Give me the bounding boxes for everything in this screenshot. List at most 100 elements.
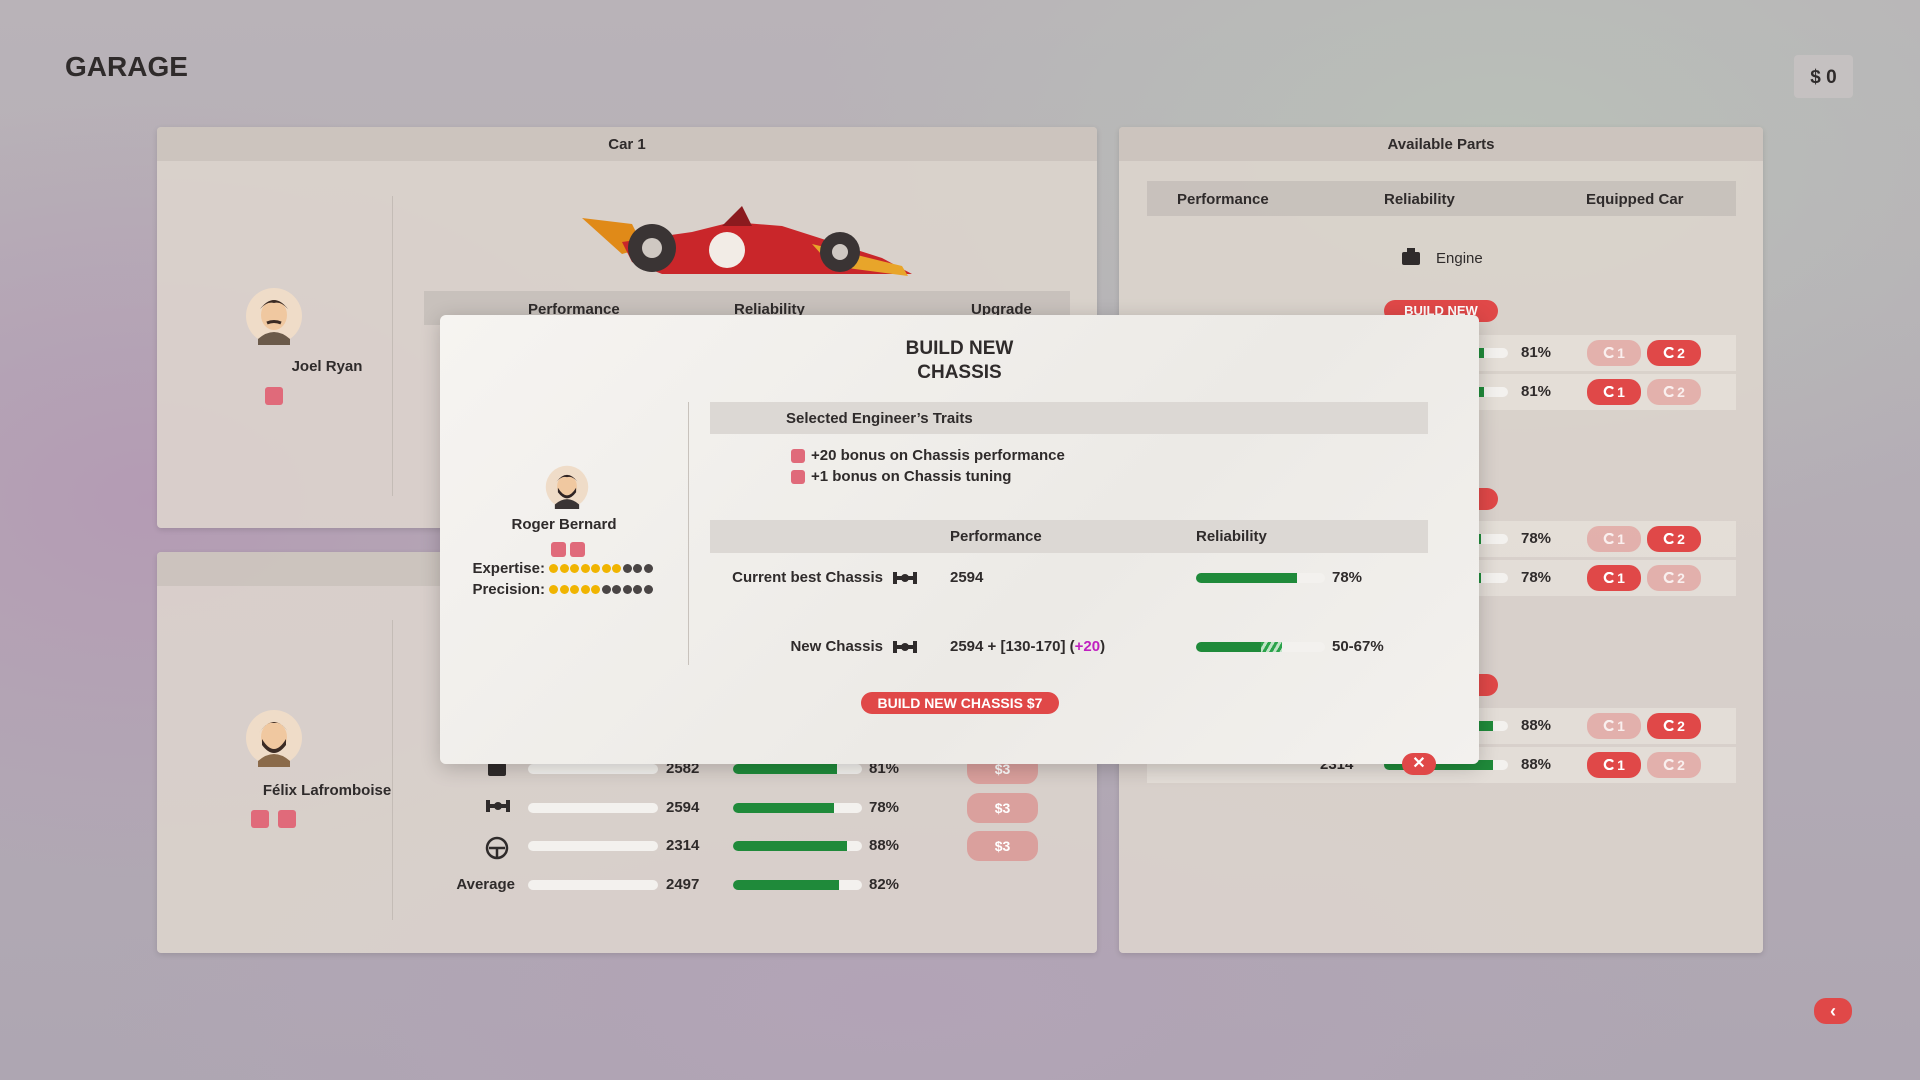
divider bbox=[392, 196, 393, 496]
stat-dot bbox=[570, 564, 579, 573]
car-number: 1 bbox=[1617, 384, 1625, 400]
reliability-track bbox=[1196, 573, 1325, 583]
reliability-value: 78% bbox=[1521, 530, 1552, 547]
equip-car2-button[interactable]: 2 bbox=[1647, 713, 1701, 739]
car-glyph bbox=[1663, 570, 1675, 586]
dialog-title: CHASSIS bbox=[917, 362, 1002, 383]
trait-icon bbox=[570, 542, 585, 557]
reliability-min-bar bbox=[1196, 642, 1261, 652]
trait-icon bbox=[265, 387, 283, 405]
performance-part: ) bbox=[1100, 638, 1106, 655]
reliability-bar bbox=[1196, 573, 1297, 583]
trait-icon bbox=[551, 542, 566, 557]
equip-car1-button[interactable]: 1 bbox=[1587, 565, 1641, 591]
equip-car2-button[interactable]: 2 bbox=[1647, 526, 1701, 552]
money-box: $ 0 bbox=[1794, 55, 1853, 98]
reliability-value: 81% bbox=[1521, 383, 1552, 400]
chassis-icon bbox=[892, 570, 918, 591]
performance-value: 2497 bbox=[666, 876, 700, 893]
column-header: Reliability bbox=[1384, 191, 1455, 208]
column-header: Upgrade bbox=[971, 301, 1032, 318]
reliability-value: 81% bbox=[869, 760, 900, 777]
stat-dot bbox=[612, 564, 621, 573]
reliability-track bbox=[733, 841, 862, 851]
trait-text: +20 bonus on Chassis performance bbox=[811, 447, 1065, 464]
upgrade-button[interactable]: $3 bbox=[967, 831, 1038, 861]
performance-track bbox=[528, 803, 658, 813]
performance-track bbox=[528, 764, 658, 774]
upgrade-cost: $3 bbox=[994, 761, 1011, 777]
stat-dot bbox=[580, 585, 590, 594]
reliability-value: 78% bbox=[869, 799, 900, 816]
build-button[interactable]: BUILD NEW CHASSIS $7 bbox=[861, 692, 1059, 714]
car-number: 1 bbox=[1617, 570, 1625, 586]
car-glyph bbox=[1663, 531, 1675, 547]
car-glyph bbox=[1603, 531, 1615, 547]
reliability-bar bbox=[733, 880, 839, 890]
trait-icon bbox=[791, 470, 805, 484]
equip-car1-button[interactable]: 1 bbox=[1587, 752, 1641, 778]
performance-part: +20 bbox=[1074, 638, 1101, 655]
average-label: Average bbox=[456, 876, 515, 893]
trait-icon bbox=[791, 449, 805, 463]
reliability-value: 88% bbox=[1521, 756, 1552, 773]
reliability-track bbox=[733, 764, 862, 774]
car-number: 2 bbox=[1677, 531, 1685, 547]
column-header: Equipped Car bbox=[1586, 191, 1684, 208]
stat-dot bbox=[643, 585, 653, 594]
upgrade-button[interactable]: $3 bbox=[967, 793, 1038, 823]
page-title: GARAGE bbox=[65, 51, 188, 82]
car-number: 1 bbox=[1617, 757, 1625, 773]
car-glyph bbox=[1603, 718, 1615, 734]
car-glyph bbox=[1603, 345, 1615, 361]
driver-name: Joel Ryan bbox=[291, 358, 363, 375]
chassis-icon bbox=[485, 798, 511, 819]
table-header bbox=[1147, 181, 1736, 216]
reliability-range-bar bbox=[1260, 642, 1283, 652]
reliability-bar bbox=[733, 803, 834, 813]
equip-car2-button[interactable]: 2 bbox=[1647, 340, 1701, 366]
panel-title: Available Parts bbox=[1387, 136, 1495, 153]
car-glyph bbox=[1603, 757, 1615, 773]
trait-text: +1 bonus on Chassis tuning bbox=[811, 468, 1012, 485]
performance-part: 2594 + [130-170] ( bbox=[950, 638, 1075, 655]
engineer-avatar bbox=[545, 465, 589, 509]
engine-icon bbox=[1402, 248, 1420, 265]
performance-value: 2314 bbox=[666, 837, 700, 854]
equip-car2-button[interactable]: 2 bbox=[1647, 752, 1701, 778]
car-number: 2 bbox=[1677, 345, 1685, 361]
stat-dot bbox=[643, 564, 653, 573]
close-button[interactable]: ✕ bbox=[1402, 753, 1436, 775]
driver-avatar bbox=[246, 710, 302, 767]
car-number: 2 bbox=[1677, 384, 1685, 400]
equip-car1-button[interactable]: 1 bbox=[1587, 379, 1641, 405]
equip-car1-button[interactable]: 1 bbox=[1587, 526, 1641, 552]
upgrade-cost: $3 bbox=[994, 800, 1011, 816]
stat-dot bbox=[559, 564, 569, 573]
reliability-bar bbox=[1384, 760, 1494, 770]
equip-car1-button[interactable]: 1 bbox=[1587, 713, 1641, 739]
back-button[interactable]: ‹ bbox=[1814, 998, 1852, 1024]
reliability-value: 88% bbox=[1521, 717, 1552, 734]
stat-dot bbox=[633, 564, 642, 573]
car-glyph bbox=[1603, 384, 1615, 400]
equip-car2-button[interactable]: 2 bbox=[1647, 379, 1701, 405]
traits-title: Selected Engineer’s Traits bbox=[786, 410, 973, 427]
reliability-track bbox=[733, 803, 862, 813]
engineer-name: Roger Bernard bbox=[511, 516, 617, 533]
reliability-value: 88% bbox=[869, 837, 900, 854]
stat-label: Expertise: bbox=[472, 560, 545, 577]
column-header: Performance bbox=[1177, 191, 1269, 208]
reliability-value: 50-67% bbox=[1332, 638, 1384, 655]
equip-car2-button[interactable]: 2 bbox=[1647, 565, 1701, 591]
car-number: 1 bbox=[1617, 531, 1625, 547]
reliability-track bbox=[733, 880, 862, 890]
panel-header bbox=[157, 127, 1097, 161]
car-number: 2 bbox=[1677, 757, 1685, 773]
reliability-value: 78% bbox=[1332, 569, 1363, 586]
equip-car1-button[interactable]: 1 bbox=[1587, 340, 1641, 366]
stat-dot bbox=[591, 564, 600, 573]
table-header bbox=[710, 520, 1428, 553]
stat-dot bbox=[622, 564, 632, 573]
car-number: 1 bbox=[1617, 345, 1625, 361]
